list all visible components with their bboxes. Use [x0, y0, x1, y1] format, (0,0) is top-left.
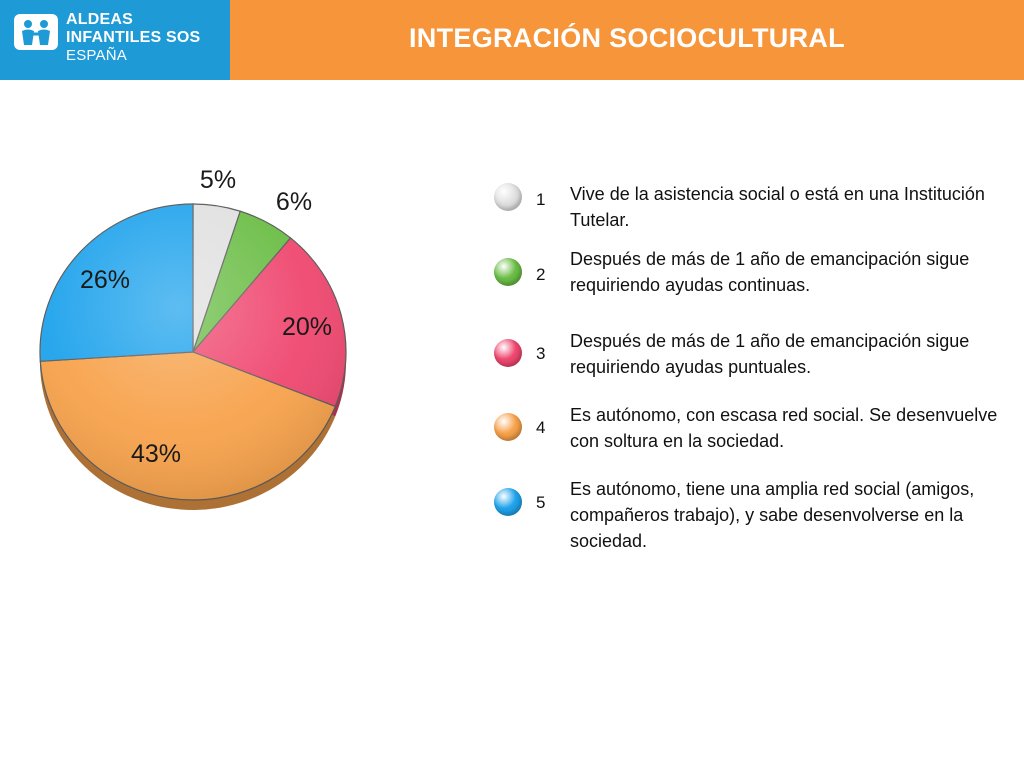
- legend-text-4: Es autónomo, con escasa red social. Se d…: [570, 405, 998, 451]
- logo-line-1: ALDEAS: [66, 11, 133, 28]
- logo[interactable]: ALDEAS INFANTILES SOS ESPAÑA: [0, 0, 230, 80]
- legend-dot-3: [494, 339, 522, 367]
- pie-value-label-5: 26%: [80, 266, 130, 294]
- legend-number-5: 5: [536, 493, 546, 512]
- pie-value-labels: 5% 6% 20% 43% 26%: [80, 166, 332, 468]
- legend-text-1: Vive de la asistencia social o está en u…: [570, 184, 985, 230]
- page-title: INTEGRACIÓN SOCIOCULTURAL: [409, 23, 845, 53]
- legend-item-2: 2 Después de más de 1 año de emancipació…: [490, 249, 1024, 313]
- pie-value-label-4: 43%: [131, 440, 181, 468]
- legend-item-1: 1 Vive de la asistencia social o está en…: [490, 178, 1024, 238]
- legend-text-5: Es autónomo, tiene una amplia red social…: [570, 479, 975, 551]
- legend-dot-4: [494, 413, 522, 441]
- legend-number-2: 2: [536, 265, 546, 284]
- title-bar: INTEGRACIÓN SOCIOCULTURAL: [230, 0, 1024, 80]
- logo-line-3: ESPAÑA: [66, 47, 127, 64]
- pie-slices: [39, 203, 347, 501]
- legend-item-4: 4 Es autónomo, con escasa red social. Se…: [490, 405, 1024, 473]
- pie-sheen: [40, 204, 346, 500]
- pie-chart: 5% 6% 20% 43% 26%: [39, 166, 347, 510]
- header: ALDEAS INFANTILES SOS ESPAÑA INTEGRACIÓN…: [0, 0, 1024, 80]
- legend-text-3: Después de más de 1 año de emancipación …: [570, 331, 970, 377]
- logo-line-2: INFANTILES SOS: [66, 29, 201, 46]
- legend-number-4: 4: [536, 418, 546, 437]
- legend-item-5: 5 Es autónomo, tiene una amplia red soci…: [490, 479, 1024, 551]
- legend-dot-5: [494, 488, 522, 516]
- logo-children-icon: [14, 14, 58, 50]
- legend-dot-2: [494, 258, 522, 286]
- legend-number-1: 1: [536, 190, 546, 209]
- legend-number-3: 3: [536, 344, 546, 363]
- pie-value-label-2: 6%: [276, 188, 312, 216]
- legend: 1 Vive de la asistencia social o está en…: [490, 178, 1024, 578]
- pie-value-label-1: 5%: [200, 166, 236, 194]
- legend-item-3: 3 Después de más de 1 año de emancipació…: [490, 331, 1024, 398]
- legend-text-2: Después de más de 1 año de emancipación …: [570, 249, 970, 295]
- logo-text: ALDEAS INFANTILES SOS ESPAÑA: [66, 11, 200, 65]
- legend-dot-1: [494, 183, 522, 211]
- pie-value-label-3: 20%: [282, 313, 332, 341]
